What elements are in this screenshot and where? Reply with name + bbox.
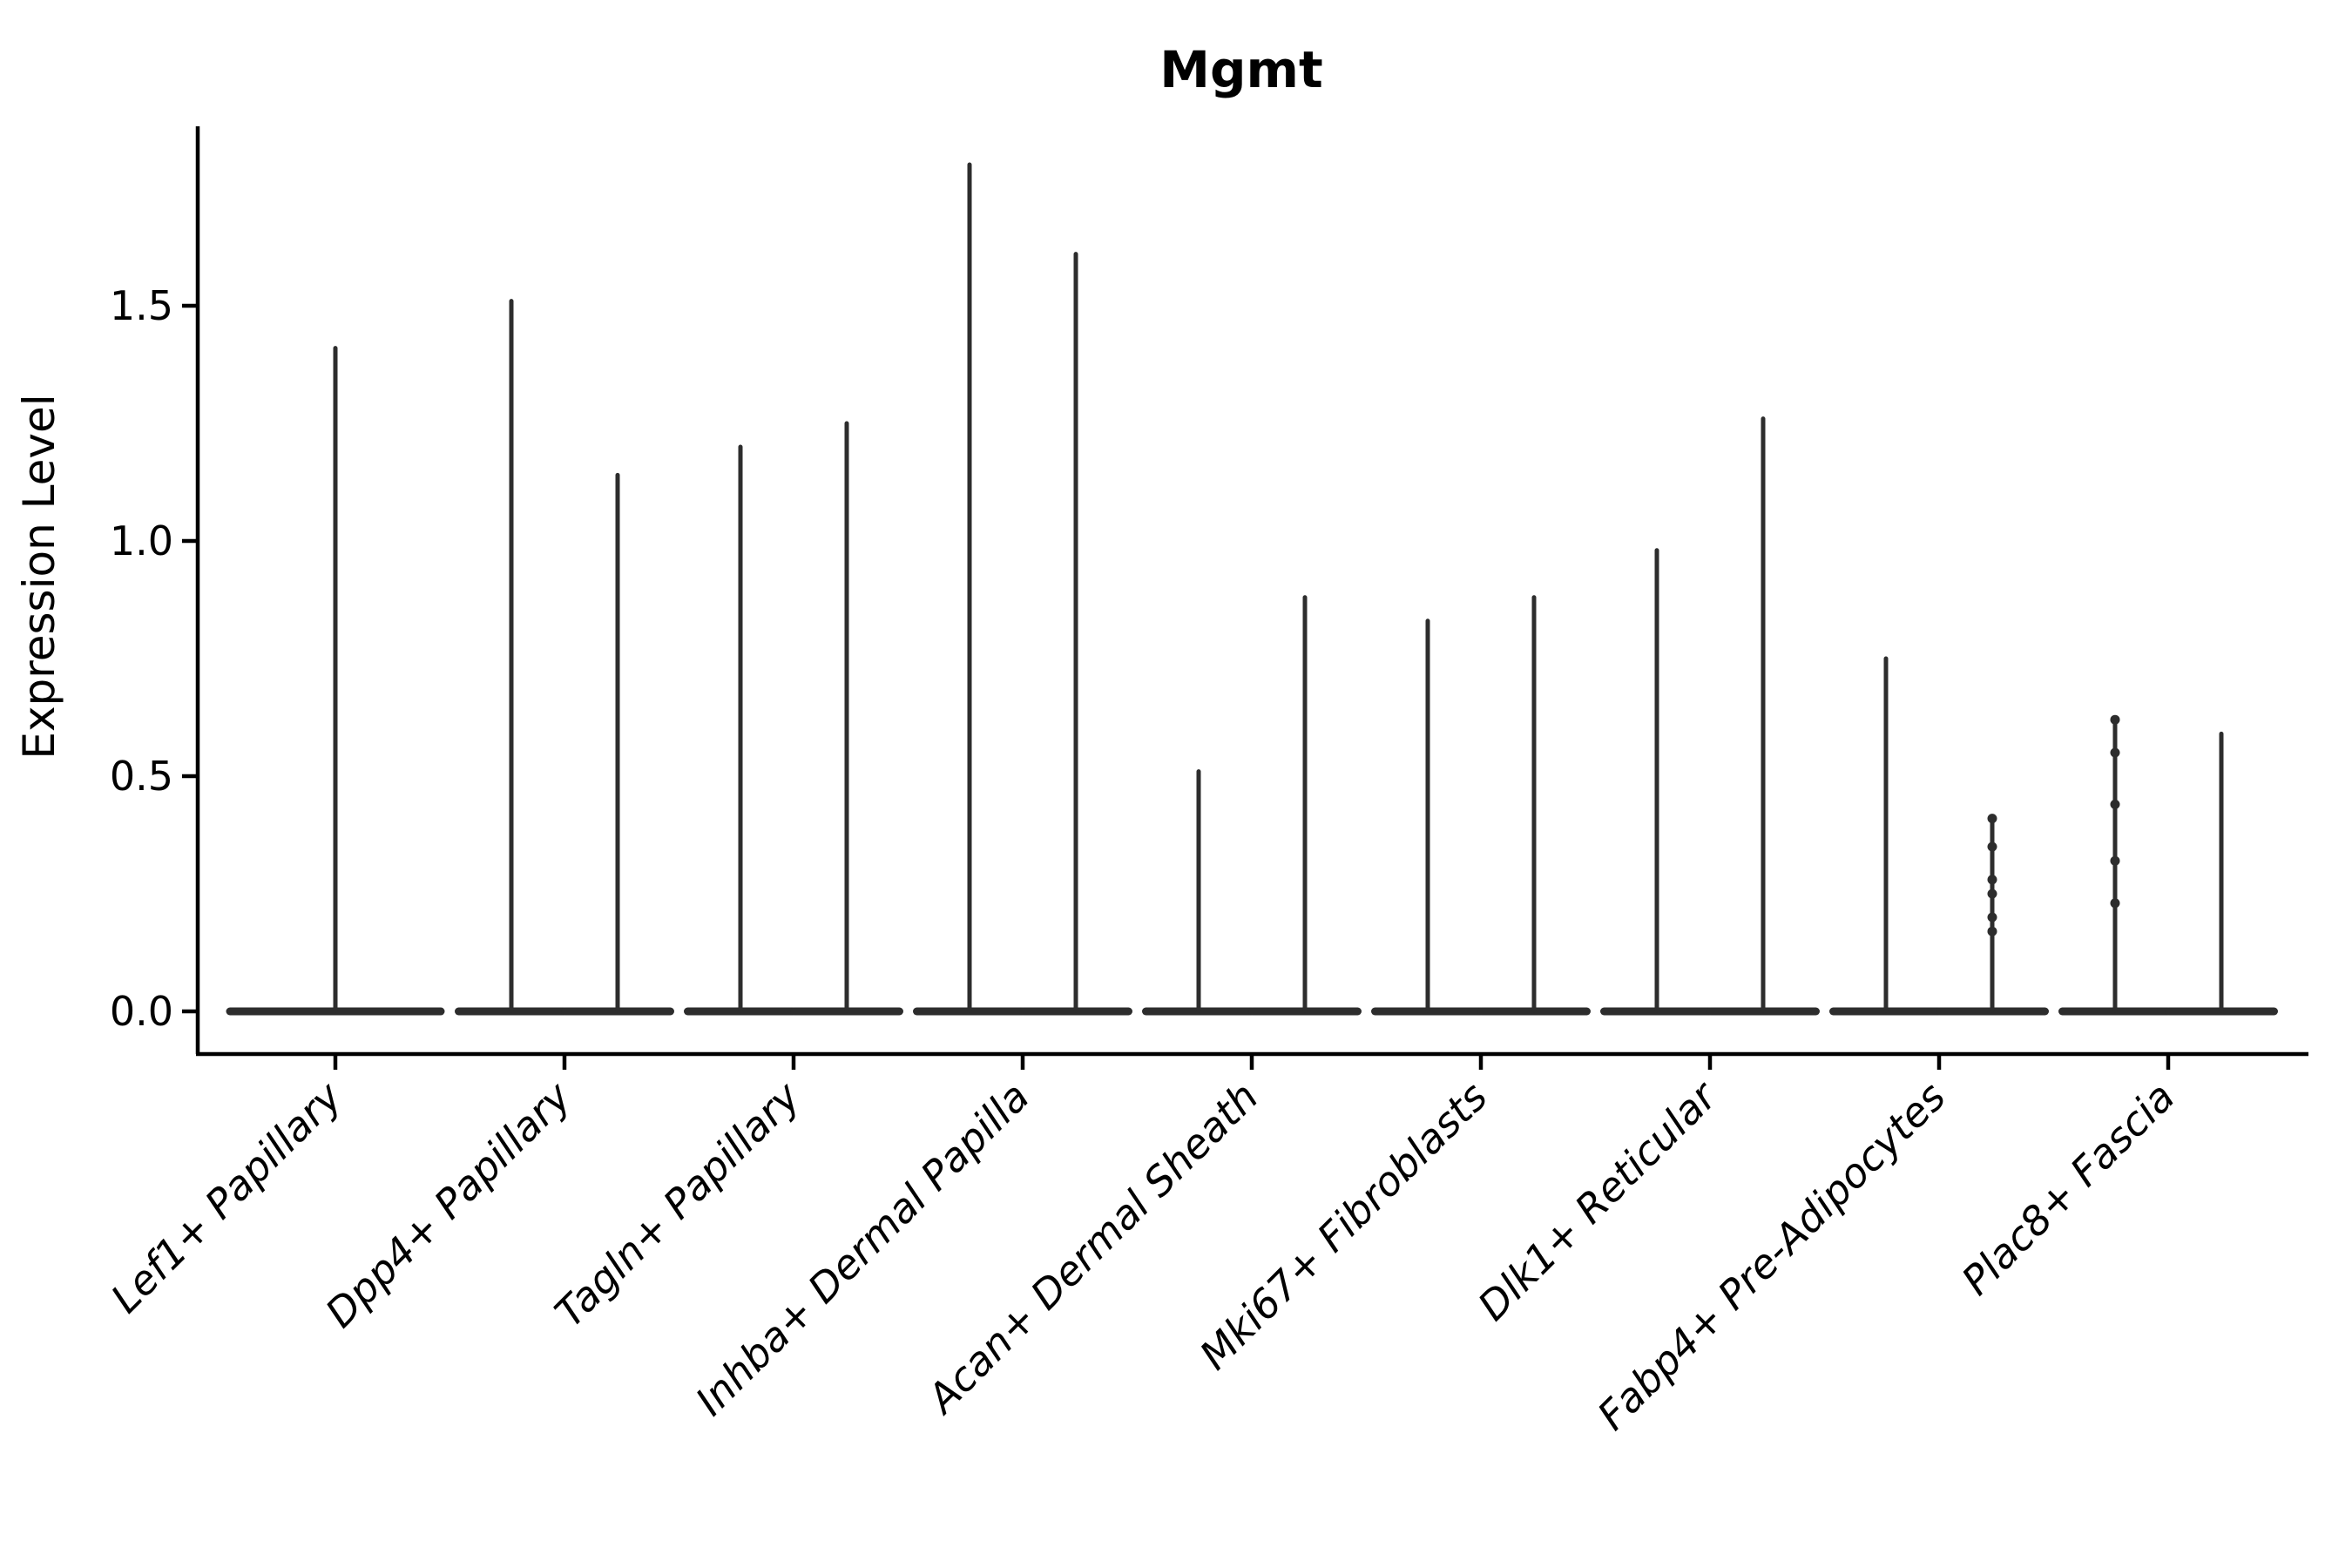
violin xyxy=(790,421,903,1016)
violin xyxy=(1600,548,1713,1016)
violin xyxy=(1829,656,1943,1016)
jitter-point xyxy=(1987,875,1997,885)
jitter-point xyxy=(1987,889,1997,899)
jitter-point xyxy=(1987,912,1997,923)
violins-layer xyxy=(226,162,2278,1016)
jitter-point xyxy=(2110,855,2120,866)
y-tick-label: 0.5 xyxy=(110,753,173,800)
jitter-point xyxy=(2110,747,2120,758)
violin xyxy=(1371,618,1484,1016)
jitter-point xyxy=(2110,714,2120,725)
x-tick-label: Tagln+ Papillary xyxy=(545,1072,809,1336)
y-tick-label: 0.0 xyxy=(110,988,173,1035)
violin xyxy=(226,346,445,1016)
violin xyxy=(2058,714,2172,1016)
x-tick-label: Dpp4+ Papillary xyxy=(316,1072,580,1336)
y-tick-label: 1.0 xyxy=(110,517,173,564)
jitter-point xyxy=(1987,841,1997,852)
y-tick-label: 1.5 xyxy=(110,282,173,329)
violin xyxy=(1936,814,2049,1016)
violin xyxy=(455,299,568,1016)
y-axis-ticks: 0.0 0.5 1.0 1.5 xyxy=(110,282,198,1035)
jitter-point xyxy=(1987,926,1997,936)
plot-title: Mgmt xyxy=(1159,40,1322,99)
violin xyxy=(2165,731,2278,1016)
jitter-point xyxy=(2110,799,2120,809)
violin xyxy=(561,472,674,1016)
y-axis-title: Expression Level xyxy=(14,394,64,759)
x-tick-label: Dlk1+ Reticular xyxy=(1469,1071,1727,1329)
x-tick-label: Lef1+ Papillary xyxy=(102,1072,351,1321)
violin xyxy=(913,162,1026,1016)
jitter-point xyxy=(1987,814,1997,824)
violin xyxy=(1707,416,1820,1016)
violin xyxy=(1142,769,1255,1016)
violin xyxy=(1477,595,1591,1016)
violin xyxy=(1248,595,1362,1016)
x-tick-label: Plac8+ Fascia xyxy=(1952,1073,2183,1304)
violin xyxy=(684,444,797,1016)
violin xyxy=(1019,252,1132,1016)
jitter-point xyxy=(2110,898,2120,909)
